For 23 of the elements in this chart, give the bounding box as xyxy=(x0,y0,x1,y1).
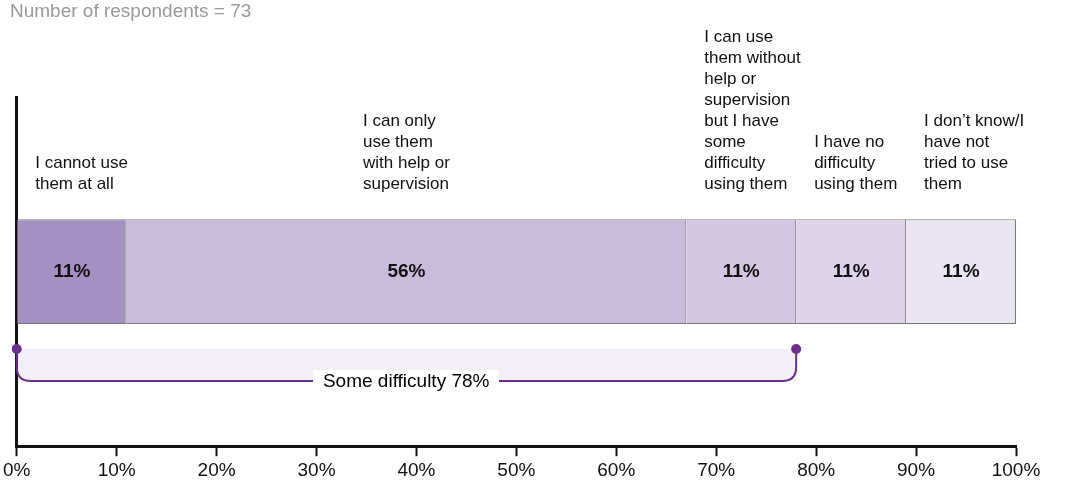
data-label: 11% xyxy=(942,259,980,281)
x-tick-label: 60% xyxy=(597,458,636,480)
x-tick-label: 100% xyxy=(991,458,1041,480)
x-tick-label: 30% xyxy=(297,458,336,480)
x-tick-label: 0% xyxy=(3,458,31,480)
x-tick-label: 50% xyxy=(497,458,536,480)
data-label: 11% xyxy=(722,259,760,281)
x-tick-label: 80% xyxy=(797,458,836,480)
x-tick-label: 70% xyxy=(697,458,736,480)
x-tick-label: 40% xyxy=(397,458,436,480)
series-label: I can only use them with help or supervision xyxy=(361,111,451,194)
x-tick-label: 20% xyxy=(197,458,236,480)
series-label: I can use them without help or supervision but I have some difficulty using them xyxy=(704,27,801,194)
data-label: 11% xyxy=(53,259,91,281)
data-label: 11% xyxy=(832,259,870,281)
series-label: I have no difficulty using them xyxy=(814,132,898,194)
band-label: Some difficulty 78% xyxy=(312,369,500,392)
x-tick-label: 10% xyxy=(97,458,136,480)
x-tick-label: 90% xyxy=(897,458,936,480)
series-label: I cannot use them at all xyxy=(35,153,128,194)
text: Number of respondents = 73 xyxy=(10,0,252,22)
data-label: 56% xyxy=(387,259,426,281)
series-label: I don’t know/I have not tried to use them xyxy=(924,111,1025,194)
